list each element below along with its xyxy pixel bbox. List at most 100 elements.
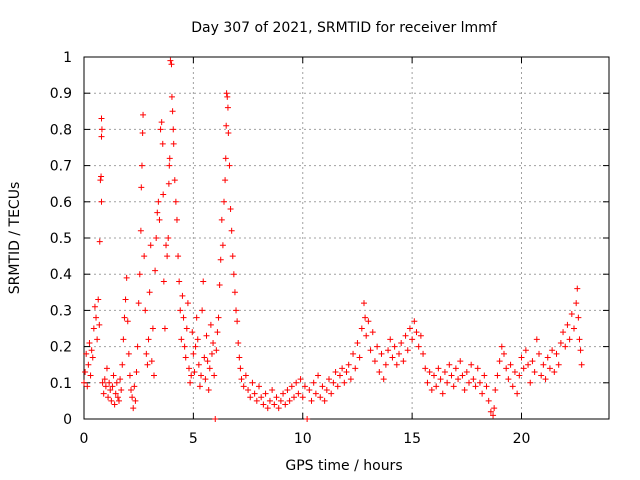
data-point [198,372,205,379]
data-point [160,278,167,285]
data-point [420,350,427,357]
data-point [441,368,448,375]
data-point [509,383,516,390]
data-point [177,307,184,314]
data-point [107,387,114,394]
data-point [129,394,136,401]
data-point [112,390,119,397]
data-point [189,329,196,336]
data-point [167,57,174,64]
data-point [207,321,214,328]
data-point [350,350,357,357]
data-point [568,311,575,318]
y-tick-label: 0.9 [50,86,72,102]
data-point [439,390,446,397]
data-point [286,397,293,404]
data-point [492,387,499,394]
data-point [188,372,195,379]
data-point [134,343,141,350]
data-point [101,376,108,383]
data-point [389,354,396,361]
x-axis-title: GPS time / hours [285,458,402,474]
data-point [201,354,208,361]
data-point [126,372,133,379]
data-point [336,372,343,379]
data-point [233,307,240,314]
data-point [119,361,126,368]
data-point [208,350,215,357]
data-point [424,379,431,386]
data-point [98,133,105,140]
data-point [358,325,365,332]
data-point [391,343,398,350]
data-point [387,336,394,343]
data-point [165,180,172,187]
data-point [538,372,545,379]
data-point [435,365,442,372]
data-point [180,314,187,321]
data-point [105,394,112,401]
data-point [141,253,148,260]
data-point [94,336,101,343]
axis-ticks: 00.10.20.30.40.50.60.70.80.910 5 10 15 20 [50,50,609,447]
data-point [114,394,121,401]
data-point [83,350,90,357]
data-point [146,289,153,296]
data-point [136,271,143,278]
data-point [93,314,100,321]
data-point [98,115,105,122]
data-point [409,336,416,343]
data-point [187,379,194,386]
data-point [191,368,198,375]
data-point [230,271,237,278]
y-tick-label: 0.3 [50,303,72,319]
data-point [181,343,188,350]
data-point [491,405,498,412]
data-point [470,376,477,383]
x-tick-label: 10 [294,431,312,447]
data-point [84,383,91,390]
x-tick-label: 5 [189,431,198,447]
data-point [96,321,103,328]
data-point [450,383,457,390]
data-point [262,390,269,397]
data-point [466,379,472,386]
data-point [240,383,247,390]
data-point [235,339,242,346]
data-point [575,314,582,321]
data-point [323,387,330,394]
x-tick-label: 15 [403,431,421,447]
data-point [218,216,225,223]
data-point [145,336,152,343]
data-point [87,372,94,379]
data-point [404,347,411,354]
data-point [566,336,573,343]
data-point [371,358,378,365]
data-point [448,372,455,379]
data-point [297,376,304,383]
data-point [128,387,135,394]
data-point [161,325,168,332]
data-point [546,365,553,372]
data-point [461,387,468,394]
data-point [236,354,243,361]
data-point [463,368,470,375]
data-point [219,242,226,249]
data-point [356,354,363,361]
data-point [147,242,154,249]
data-point [222,155,229,162]
data-point [411,318,418,325]
data-point [557,339,564,346]
data-point [176,278,183,285]
data-point [97,177,104,184]
data-point [253,397,260,404]
data-point [158,119,165,126]
data-point [284,387,291,394]
data-point [288,383,295,390]
data-point [511,368,518,375]
data-point [406,325,413,332]
data-point [106,379,113,386]
data-point [474,365,481,372]
data-point [133,368,140,375]
data-point [190,350,197,357]
